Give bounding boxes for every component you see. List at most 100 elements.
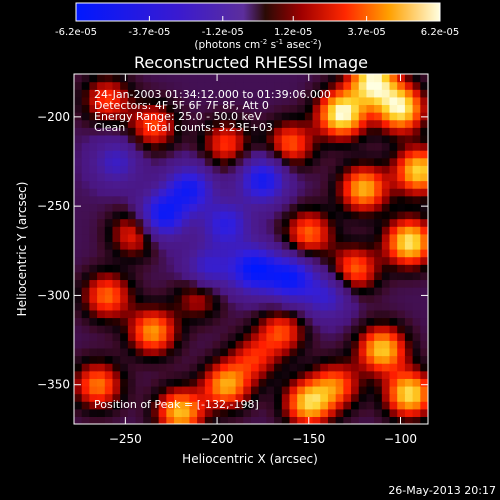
heatmap-cell bbox=[227, 347, 237, 357]
heatmap-cell bbox=[351, 408, 360, 417]
heatmap-cell bbox=[320, 226, 329, 235]
heatmap-cell bbox=[389, 165, 398, 174]
heatmap-cell bbox=[289, 325, 298, 334]
heatmap-cell bbox=[297, 279, 306, 288]
heatmap-cell bbox=[304, 241, 314, 250]
heatmap-cell bbox=[389, 172, 398, 182]
heatmap-cell bbox=[335, 309, 344, 319]
heatmap-cell bbox=[120, 203, 129, 212]
heatmap-cell bbox=[304, 112, 314, 121]
heatmap-cell bbox=[227, 150, 237, 159]
heatmap-cell bbox=[89, 165, 98, 174]
heatmap-cell bbox=[412, 279, 421, 288]
heatmap-cell bbox=[189, 218, 198, 227]
heatmap-cell bbox=[127, 203, 137, 212]
heatmap-cell bbox=[389, 271, 398, 281]
heatmap-cell bbox=[304, 210, 314, 220]
heatmap-cell bbox=[166, 279, 175, 288]
heatmap-cell bbox=[412, 119, 421, 128]
heatmap-cell bbox=[235, 309, 244, 319]
heatmap-cell bbox=[374, 226, 383, 235]
heatmap-cell bbox=[104, 408, 114, 417]
heatmap-cell bbox=[304, 96, 314, 106]
heatmap-cell bbox=[112, 119, 121, 128]
heatmap-cell bbox=[266, 256, 275, 265]
heatmap-cell bbox=[97, 233, 106, 242]
heatmap-cell bbox=[104, 249, 114, 258]
heatmap-cell bbox=[220, 332, 229, 341]
heatmap-cell bbox=[404, 142, 414, 151]
heatmap-cell bbox=[327, 89, 337, 98]
heatmap-cell bbox=[158, 279, 167, 288]
heatmap-cell bbox=[351, 134, 360, 144]
heatmap-cell bbox=[135, 309, 144, 319]
heatmap-cell bbox=[158, 195, 167, 204]
heatmap-cell bbox=[181, 89, 191, 98]
heatmap-cell bbox=[274, 218, 283, 227]
heatmap-cell bbox=[127, 401, 137, 410]
heatmap-cell bbox=[312, 165, 321, 174]
heatmap-cell bbox=[89, 112, 98, 121]
heatmap-cell bbox=[112, 112, 121, 121]
heatmap-cell bbox=[351, 302, 360, 311]
heatmap-cell bbox=[120, 256, 129, 265]
heatmap-cell bbox=[135, 96, 144, 106]
heatmap-cell bbox=[281, 309, 291, 319]
heatmap-cell bbox=[104, 347, 114, 357]
heatmap-cell bbox=[104, 317, 114, 326]
heatmap-cell bbox=[412, 226, 421, 235]
heatmap-cell bbox=[212, 180, 221, 189]
heatmap-cell bbox=[158, 340, 167, 349]
heatmap-cell bbox=[158, 249, 167, 258]
heatmap-cell bbox=[97, 81, 106, 90]
heatmap-cell bbox=[204, 180, 214, 189]
heatmap-cell bbox=[320, 89, 329, 98]
heatmap-cell bbox=[343, 347, 352, 357]
heatmap-cell bbox=[412, 416, 421, 424]
heatmap-cell bbox=[127, 157, 137, 166]
heatmap-cell bbox=[374, 264, 383, 273]
heatmap-cell bbox=[112, 210, 121, 220]
heatmap-cell bbox=[158, 385, 167, 395]
heatmap-cell bbox=[266, 317, 275, 326]
heatmap-cell bbox=[243, 89, 252, 98]
heatmap-cell bbox=[297, 363, 306, 372]
heatmap-cell bbox=[343, 180, 352, 189]
heatmap-cell bbox=[389, 249, 398, 258]
heatmap-cell bbox=[366, 188, 375, 197]
heatmap-cell bbox=[120, 408, 129, 417]
heatmap-cell bbox=[127, 302, 137, 311]
chart-title: Reconstructed RHESSI Image bbox=[134, 53, 368, 72]
heatmap-cell bbox=[204, 150, 214, 159]
heatmap-cell bbox=[312, 325, 321, 334]
heatmap-cell bbox=[297, 81, 306, 90]
heatmap-cell bbox=[127, 325, 137, 334]
heatmap-cell bbox=[274, 317, 283, 326]
heatmap-cell bbox=[297, 416, 306, 424]
heatmap-cell bbox=[343, 385, 352, 395]
heatmap-cell bbox=[304, 401, 314, 410]
heatmap-cell bbox=[343, 188, 352, 197]
heatmap-cell bbox=[412, 309, 421, 319]
heatmap-cell bbox=[104, 279, 114, 288]
heatmap-cell bbox=[204, 340, 214, 349]
heatmap-cell bbox=[127, 378, 137, 387]
heatmap-cell bbox=[112, 165, 121, 174]
heatmap-cell bbox=[258, 218, 267, 227]
heatmap-cell bbox=[335, 256, 344, 265]
heatmap-cell bbox=[204, 195, 214, 204]
heatmap-cell bbox=[404, 150, 414, 159]
heatmap-cell bbox=[204, 393, 214, 402]
heatmap-cell bbox=[143, 264, 152, 273]
heatmap-cell bbox=[235, 325, 244, 334]
heatmap-cell bbox=[150, 416, 160, 424]
heatmap-cell bbox=[235, 317, 244, 326]
heatmap-cell bbox=[104, 271, 114, 281]
heatmap-cell bbox=[120, 81, 129, 90]
heatmap-cell bbox=[404, 180, 414, 189]
heatmap-cell bbox=[81, 378, 90, 387]
heatmap-cell bbox=[212, 401, 221, 410]
heatmap-cell bbox=[120, 172, 129, 182]
heatmap-cell bbox=[397, 302, 406, 311]
heatmap-cell bbox=[420, 256, 428, 265]
